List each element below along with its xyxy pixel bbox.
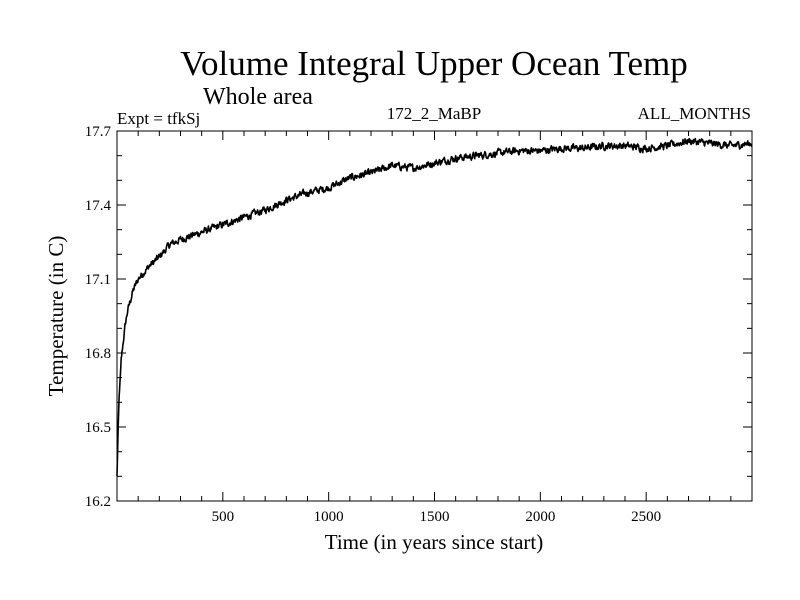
axis-tick-labels: 500 1000 1500 2000 2500 16.2 16.5 16.8 17.1 17.4 1… xyxy=(85,124,661,525)
y-tick-label: 16.5 xyxy=(85,420,111,436)
y-tick-label: 16.2 xyxy=(85,494,111,510)
y-tick-label: 17.4 xyxy=(85,198,112,214)
axis-ticks xyxy=(117,131,752,501)
plot-frame xyxy=(116,130,753,502)
chart-title: Volume Integral Upper Ocean Temp xyxy=(180,44,687,83)
x-tick-label: 2500 xyxy=(631,509,661,525)
y-tick-label: 17.1 xyxy=(85,272,111,288)
chart-subtitle: Whole area xyxy=(203,84,313,110)
x-tick-label: 500 xyxy=(212,509,235,525)
y-tick-label: 16.8 xyxy=(85,346,111,362)
x-axis-label: Time (in years since start) xyxy=(325,530,544,554)
x-tick-label: 2000 xyxy=(525,509,555,525)
months-label: ALL_MONTHS xyxy=(638,104,751,123)
experiment-label: Expt = tfkSj xyxy=(117,109,200,128)
series-line xyxy=(116,137,753,477)
y-axis-label: Temperature (in C) xyxy=(44,236,68,397)
x-tick-label: 1000 xyxy=(314,509,344,525)
x-tick-label: 1500 xyxy=(420,509,450,525)
y-tick-label: 17.7 xyxy=(85,124,112,140)
run-label: 172_2_MaBP xyxy=(387,104,481,123)
